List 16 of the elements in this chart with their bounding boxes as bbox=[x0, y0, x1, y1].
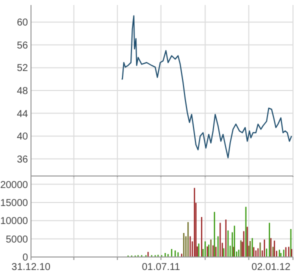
x-tick-label: 31.12.10 bbox=[12, 262, 51, 273]
x-tick-label: 02.01.12 bbox=[252, 262, 291, 273]
y-tick-label: 48 bbox=[16, 86, 28, 97]
y-tick-label: 56 bbox=[16, 40, 28, 52]
y-tick-label: 52 bbox=[16, 63, 28, 74]
y-tick-label: 40 bbox=[16, 132, 28, 143]
y-tick-label: 5000 bbox=[6, 234, 28, 246]
y-tick-label: 44 bbox=[16, 108, 28, 120]
y-tick-label: 20000 bbox=[0, 180, 28, 191]
x-tick-label: 01.07.11 bbox=[142, 262, 180, 273]
y-tick-label: 10000 bbox=[0, 216, 28, 228]
y-tick-label: 0 bbox=[22, 252, 28, 264]
line-series bbox=[121, 15, 292, 158]
y-tick-label: 60 bbox=[16, 18, 28, 29]
y-tick-label: 15000 bbox=[0, 198, 28, 209]
y-tick-label: 36 bbox=[16, 154, 28, 166]
